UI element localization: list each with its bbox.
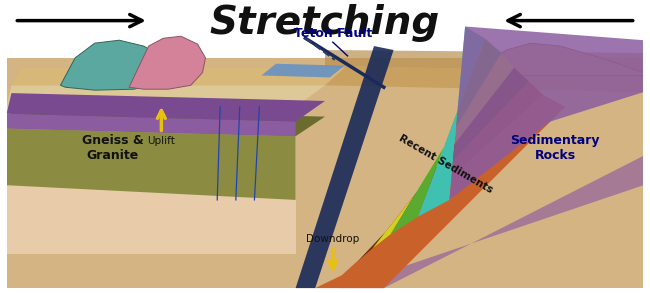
Polygon shape <box>6 114 296 136</box>
Polygon shape <box>418 26 485 217</box>
Polygon shape <box>325 66 644 92</box>
Polygon shape <box>315 95 565 288</box>
Polygon shape <box>6 58 644 288</box>
Polygon shape <box>6 128 296 200</box>
Polygon shape <box>60 40 168 90</box>
Text: Sedimentary
Rocks: Sedimentary Rocks <box>510 134 600 162</box>
Polygon shape <box>296 46 394 288</box>
Polygon shape <box>129 36 205 89</box>
Polygon shape <box>373 53 514 248</box>
Polygon shape <box>315 156 644 288</box>
Text: Gneiss &
Granite: Gneiss & Granite <box>81 134 143 162</box>
Polygon shape <box>6 6 644 293</box>
Polygon shape <box>325 50 644 73</box>
Text: Stretching: Stretching <box>210 4 440 42</box>
Polygon shape <box>342 81 543 275</box>
Polygon shape <box>12 68 344 85</box>
Polygon shape <box>6 85 325 107</box>
Polygon shape <box>6 109 325 136</box>
Polygon shape <box>358 68 529 262</box>
Text: Teton Fault: Teton Fault <box>294 27 372 40</box>
Polygon shape <box>391 38 501 234</box>
Polygon shape <box>261 64 344 77</box>
Polygon shape <box>477 43 644 76</box>
Polygon shape <box>6 107 296 254</box>
Text: Recent Sediments: Recent Sediments <box>396 133 494 195</box>
Polygon shape <box>6 93 325 122</box>
Text: Downdrop: Downdrop <box>306 234 359 244</box>
Text: Uplift: Uplift <box>148 136 176 146</box>
Polygon shape <box>449 26 644 200</box>
